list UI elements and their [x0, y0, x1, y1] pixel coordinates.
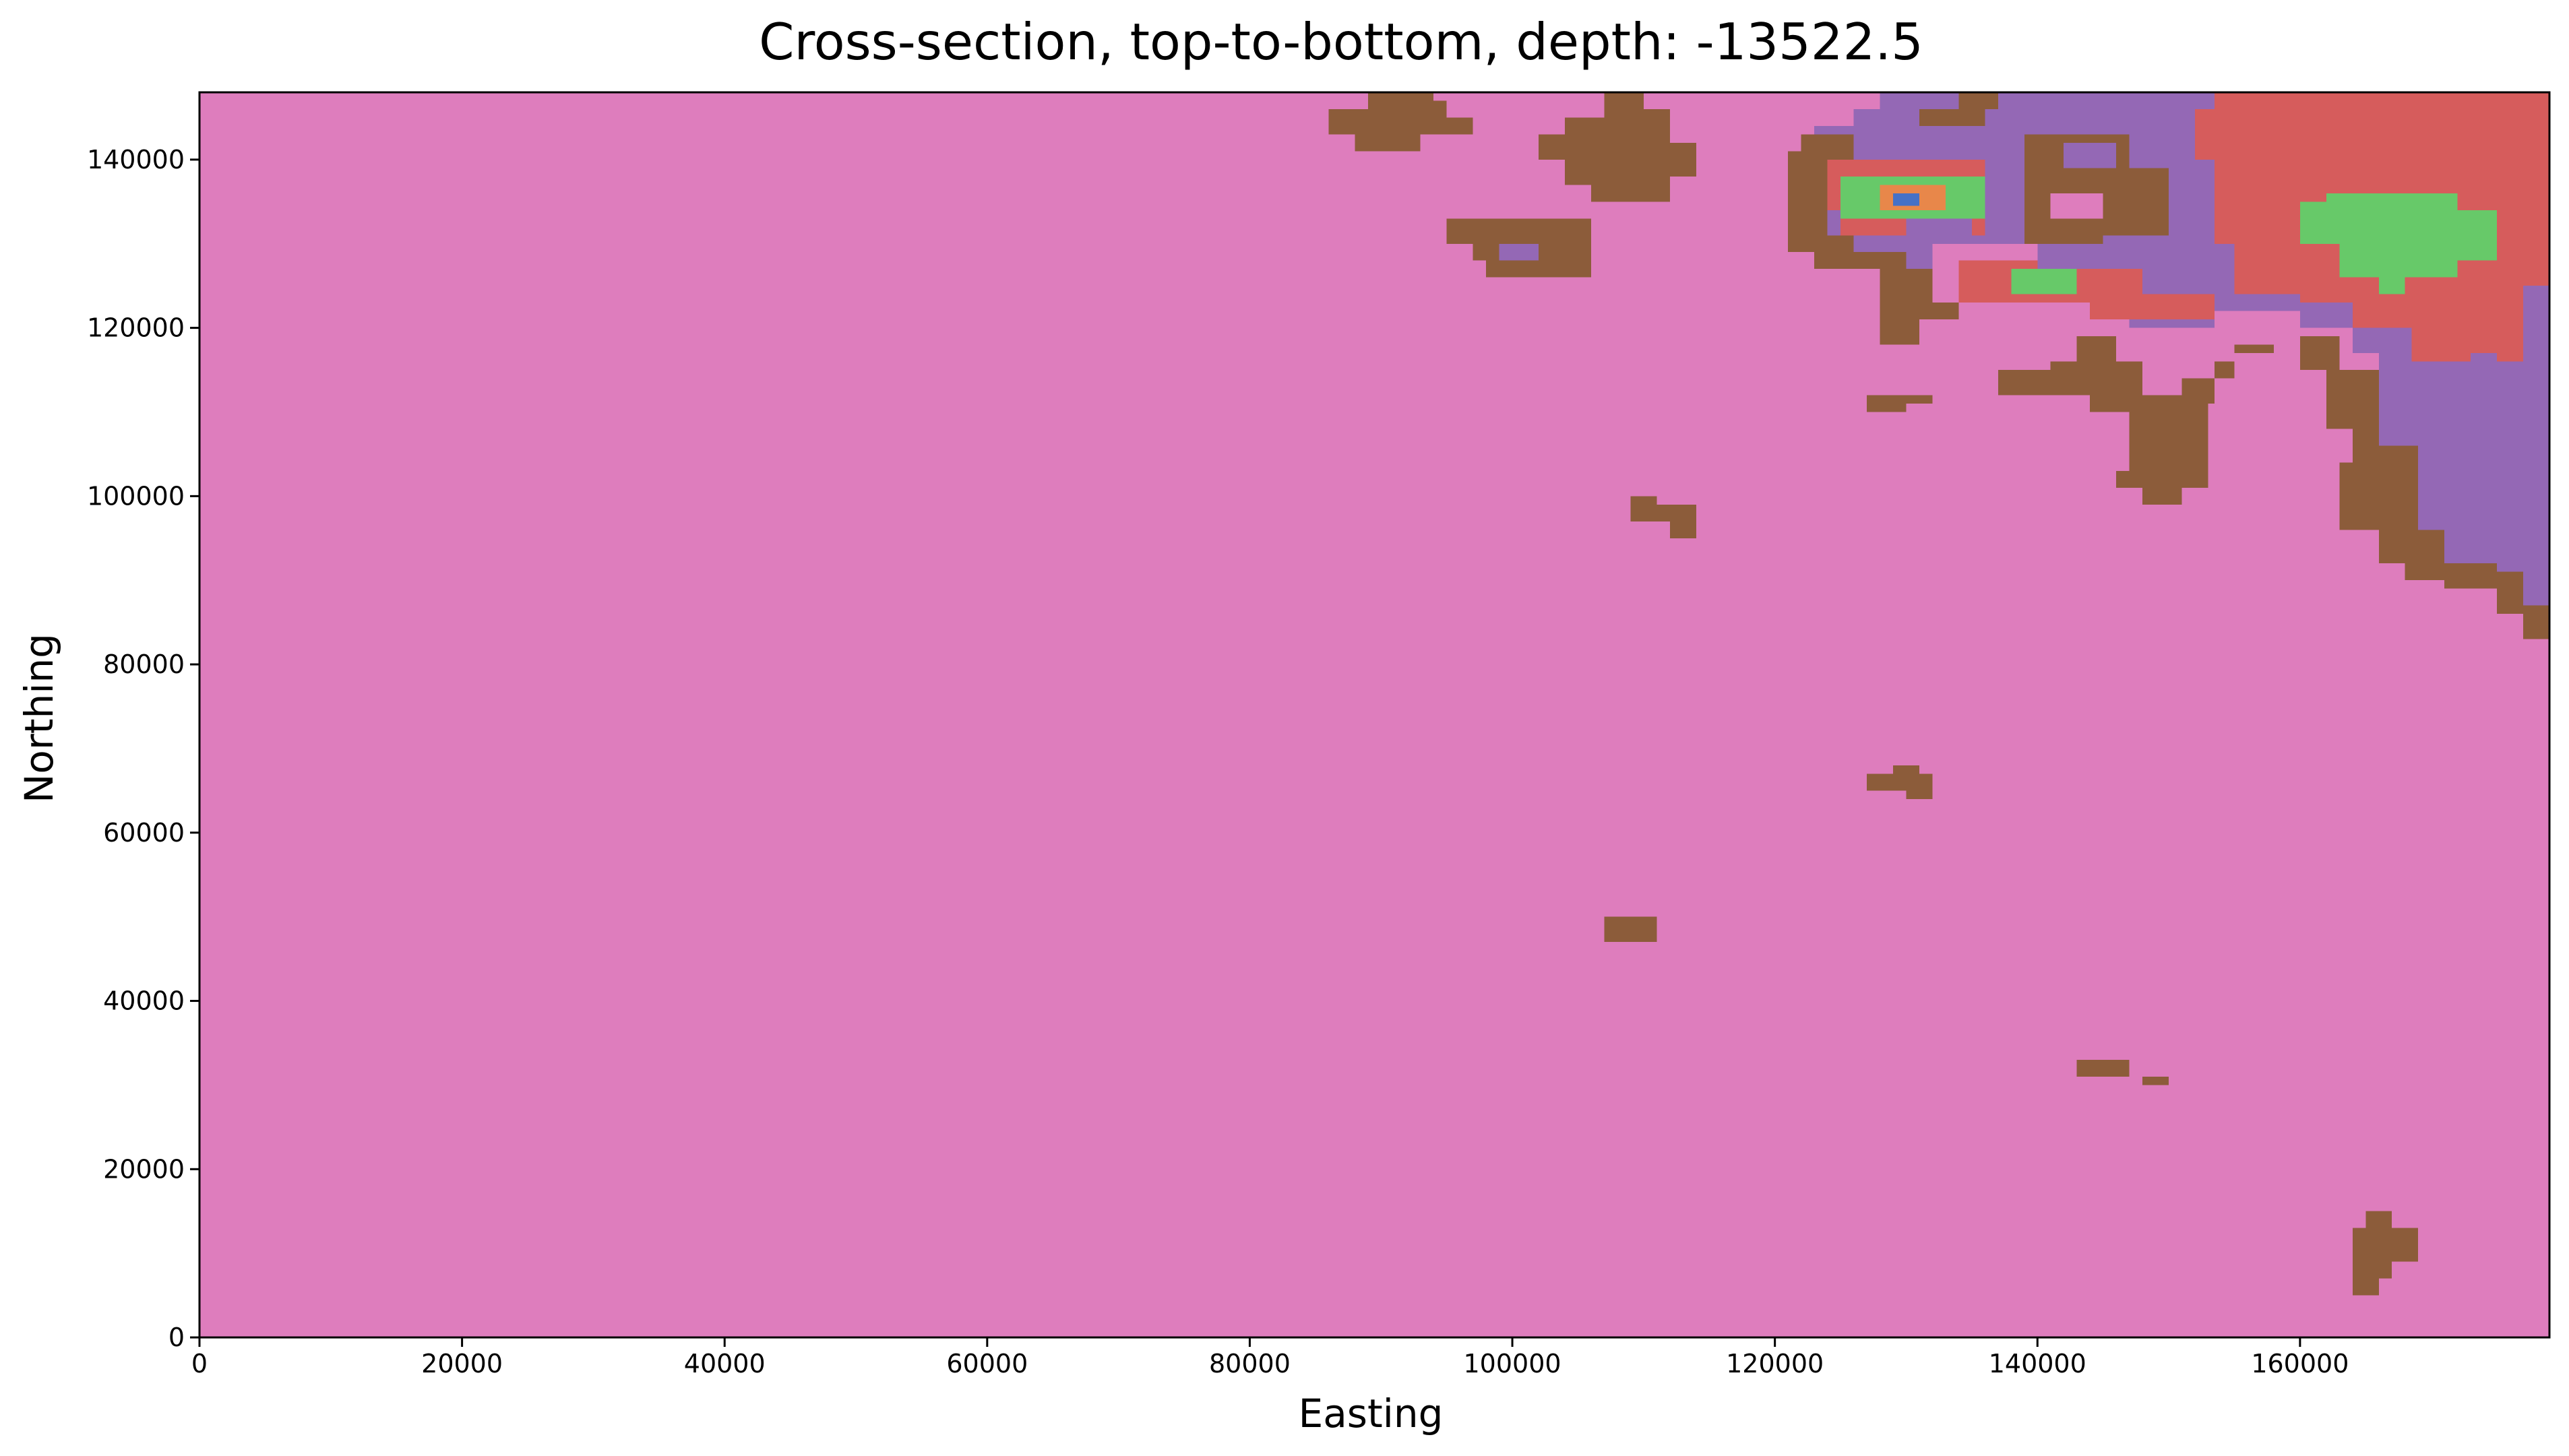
region-brown-25 — [2352, 1211, 2419, 1296]
region-purple-19 — [1499, 243, 1539, 261]
region-purple-8 — [2064, 142, 2117, 168]
plot-frame — [198, 91, 2551, 1339]
y-tick-label: 40000 — [103, 986, 185, 1016]
y-axis: 0 20000 40000 60000 80000 100000 120000 140000 — [87, 145, 199, 1352]
region-brown-22 — [1867, 765, 1933, 799]
region-brown-15 — [1998, 336, 2549, 639]
x-tick-label: 160000 — [2251, 1349, 2349, 1379]
x-tick-label: 120000 — [1726, 1349, 1824, 1379]
y-tick-label: 140000 — [87, 145, 185, 175]
region-purple-1 — [1814, 92, 2549, 606]
x-axis-label: Easting — [1299, 1391, 1444, 1436]
y-tick-label: 60000 — [103, 818, 185, 848]
x-tick-label: 100000 — [1464, 1349, 1561, 1379]
y-axis-label: Northing — [16, 633, 62, 803]
x-tick-label: 140000 — [1989, 1349, 2086, 1379]
region-brown-24 — [2076, 1059, 2169, 1085]
region-brown-5 — [1880, 269, 1959, 345]
y-tick-label: 80000 — [103, 650, 185, 679]
region-brown-16 — [1328, 92, 1473, 152]
region-brown-17 — [1539, 92, 1696, 202]
x-axis: 0 20000 40000 60000 80000 100000 120000 140000 1… — [191, 1337, 2349, 1379]
region-brown-20 — [1867, 395, 1933, 412]
region-green-12 — [2299, 193, 2498, 294]
region-brown-14 — [1919, 92, 2012, 126]
y-tick-label: 100000 — [87, 481, 185, 511]
chart-title: Cross-section, top-to-bottom, depth: -13… — [759, 12, 1923, 71]
region-blue-11 — [1893, 193, 1919, 206]
x-tick-label: 20000 — [421, 1349, 503, 1379]
plot-border — [198, 91, 2551, 1339]
region-brown-4 — [1788, 134, 1907, 270]
x-tick-label: 40000 — [684, 1349, 766, 1379]
region-pink-7 — [2050, 193, 2103, 219]
y-tick-label: 0 — [168, 1323, 185, 1352]
x-tick-label: 0 — [191, 1349, 208, 1379]
y-tick-label: 20000 — [103, 1154, 185, 1184]
y-tick-label: 120000 — [87, 313, 185, 343]
heatmap-regions — [1328, 92, 2549, 1296]
region-green-13 — [2011, 269, 2077, 294]
x-tick-label: 80000 — [1209, 1349, 1291, 1379]
x-tick-label: 60000 — [946, 1349, 1028, 1379]
region-brown-21 — [1630, 496, 1696, 538]
region-brown-23 — [1604, 916, 1657, 943]
